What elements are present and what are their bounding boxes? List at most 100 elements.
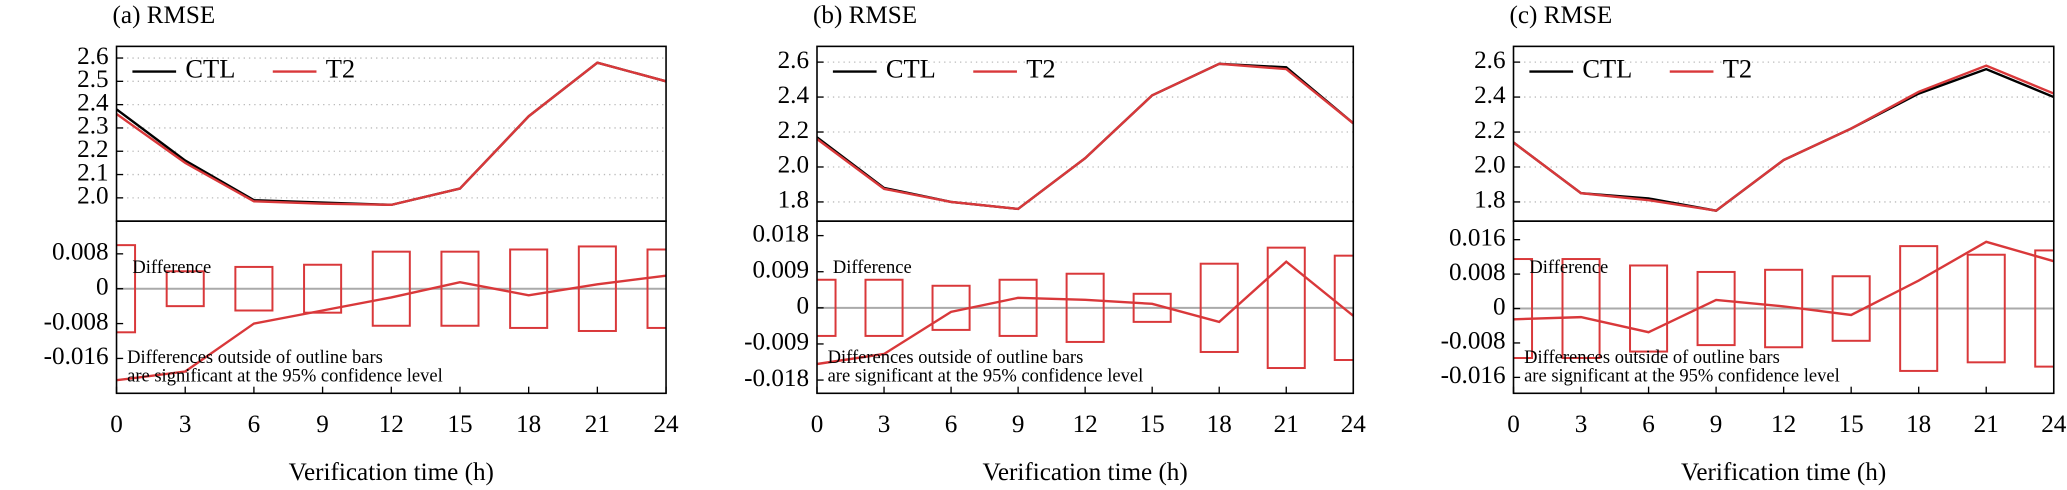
annotation: are significant at the 95% confidence le… (127, 366, 443, 387)
x-tick-label: 3 (1575, 411, 1588, 438)
significance-bar (577, 245, 617, 332)
annotation: are significant at the 95% confidence le… (1524, 366, 1840, 387)
significance-bar (998, 278, 1038, 337)
significance-bar (1333, 254, 1354, 361)
y-tick-label: 2.3 (77, 113, 108, 140)
series-line (817, 62, 1354, 211)
plot-area (817, 246, 1354, 370)
y-tick-label: 2.6 (1474, 47, 1505, 74)
y-tick-label: -0.009 (744, 329, 809, 356)
series-line (817, 62, 1354, 211)
x-tick-label: 15 (1140, 411, 1165, 438)
significance-bar (303, 263, 343, 314)
x-tick-label: 3 (179, 411, 192, 438)
annotation: Differences outside of outline bars (828, 347, 1084, 368)
y-tick-label: 2.1 (77, 159, 108, 186)
series-line (1513, 240, 2054, 334)
significance-bar (371, 250, 411, 327)
x-tick-label: 6 (945, 411, 958, 438)
panel-title: (a) RMSE (113, 2, 216, 29)
y-tick-label: 0.008 (1449, 259, 1506, 286)
panel-title: (c) RMSE (1510, 2, 1613, 29)
x-tick-label: 9 (1710, 411, 1723, 438)
y-tick-label: 2.6 (778, 47, 809, 74)
x-tick-label: 24 (2041, 411, 2067, 438)
significance-bar (1966, 253, 2006, 364)
legend-label: T2 (326, 54, 355, 84)
y-tick-label: -0.018 (744, 365, 809, 392)
x-tick-label: 24 (653, 411, 679, 438)
series-line (116, 61, 667, 207)
x-axis-label: Verification time (h) (1681, 459, 1886, 486)
significance-bar (440, 250, 480, 327)
y-tick-label: 2.5 (77, 66, 108, 93)
series-line (1513, 64, 2054, 212)
significance-bar (864, 278, 904, 337)
x-axis-label: Verification time (h) (983, 459, 1188, 486)
legend-label: CTL (185, 54, 235, 84)
x-tick-label: 0 (811, 411, 824, 438)
legend-label: CTL (886, 54, 936, 84)
y-tick-label: 2.2 (77, 136, 108, 163)
y-tick-label: -0.008 (44, 308, 109, 335)
y-tick-label: 0 (96, 273, 109, 300)
y-tick-label: 0 (796, 293, 809, 320)
x-tick-label: 15 (447, 411, 472, 438)
plot-area (1513, 61, 2054, 212)
significance-bar (646, 248, 667, 329)
significance-bar (817, 278, 837, 337)
x-tick-label: 24 (1341, 411, 1367, 438)
y-tick-label: 1.8 (778, 187, 809, 214)
y-tick-label: 2.2 (1474, 117, 1505, 144)
y-tick-label: 2.6 (77, 43, 108, 70)
y-tick-label: 0.018 (752, 220, 809, 247)
significance-bar (1831, 275, 1871, 342)
significance-bar (1199, 262, 1239, 353)
x-tick-label: 15 (1839, 411, 1864, 438)
annotation: Difference (833, 257, 912, 278)
axes-frame (816, 220, 1355, 395)
legend-label: T2 (1723, 54, 1752, 84)
series-line (116, 274, 667, 382)
axes-frame (1512, 220, 2055, 395)
y-tick-label: 0.008 (52, 239, 109, 266)
series-line (1513, 67, 2054, 212)
series-line (116, 61, 667, 207)
significance-bar (1899, 245, 1939, 372)
y-tick-label: 2.0 (778, 152, 809, 179)
x-tick-label: 21 (1974, 411, 1999, 438)
x-tick-label: 18 (1207, 411, 1232, 438)
significance-bar (1266, 246, 1306, 370)
annotation: Difference (1529, 257, 1608, 278)
y-tick-label: 2.2 (778, 117, 809, 144)
x-tick-label: 12 (1073, 411, 1098, 438)
annotation: Differences outside of outline bars (1524, 347, 1780, 368)
significance-bar (1513, 258, 1534, 360)
x-tick-label: 0 (110, 411, 123, 438)
significance-bar (2034, 249, 2054, 368)
legend-label: CTL (1582, 54, 1632, 84)
legend-label: T2 (1026, 54, 1055, 84)
y-tick-label: 0.016 (1449, 224, 1506, 251)
significance-bar (1065, 272, 1105, 343)
x-tick-label: 9 (1012, 411, 1025, 438)
y-tick-label: -0.016 (1441, 362, 1506, 389)
axes-frame (115, 220, 667, 395)
y-tick-label: -0.008 (1441, 328, 1506, 355)
y-tick-label: 1.8 (1474, 187, 1505, 214)
panel-title: (b) RMSE (813, 2, 917, 29)
plot-area (817, 61, 1354, 211)
significance-bar (509, 248, 549, 329)
x-tick-label: 12 (1771, 411, 1796, 438)
y-tick-label: 0.009 (752, 256, 809, 283)
y-tick-label: 2.0 (77, 183, 108, 210)
plot-area (1513, 240, 2054, 372)
x-tick-label: 21 (1274, 411, 1299, 438)
x-axis-label: Verification time (h) (289, 459, 494, 486)
y-tick-label: 2.4 (1474, 82, 1506, 109)
significance-bar (1561, 258, 1601, 360)
x-tick-label: 18 (516, 411, 541, 438)
plot-area (116, 57, 667, 207)
y-tick-label: 2.0 (1474, 152, 1505, 179)
